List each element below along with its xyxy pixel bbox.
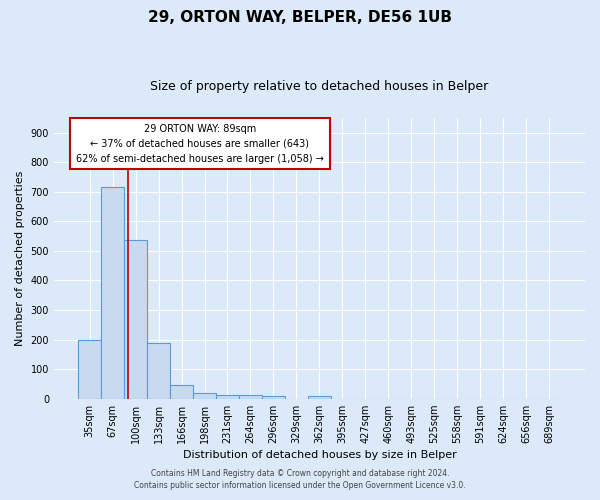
Bar <box>78 340 101 398</box>
X-axis label: Distribution of detached houses by size in Belper: Distribution of detached houses by size … <box>182 450 457 460</box>
Bar <box>193 393 216 398</box>
Bar <box>101 188 124 398</box>
Text: 29, ORTON WAY, BELPER, DE56 1UB: 29, ORTON WAY, BELPER, DE56 1UB <box>148 10 452 25</box>
Bar <box>239 395 262 398</box>
Title: Size of property relative to detached houses in Belper: Size of property relative to detached ho… <box>151 80 488 93</box>
Text: 29 ORTON WAY: 89sqm
← 37% of detached houses are smaller (643)
62% of semi-detac: 29 ORTON WAY: 89sqm ← 37% of detached ho… <box>76 124 324 164</box>
Text: Contains HM Land Registry data © Crown copyright and database right 2024.
Contai: Contains HM Land Registry data © Crown c… <box>134 468 466 490</box>
Y-axis label: Number of detached properties: Number of detached properties <box>15 170 25 346</box>
Bar <box>170 386 193 398</box>
Bar <box>262 396 285 398</box>
Bar <box>147 342 170 398</box>
Bar <box>216 395 239 398</box>
Bar <box>124 240 147 398</box>
Bar <box>308 396 331 398</box>
